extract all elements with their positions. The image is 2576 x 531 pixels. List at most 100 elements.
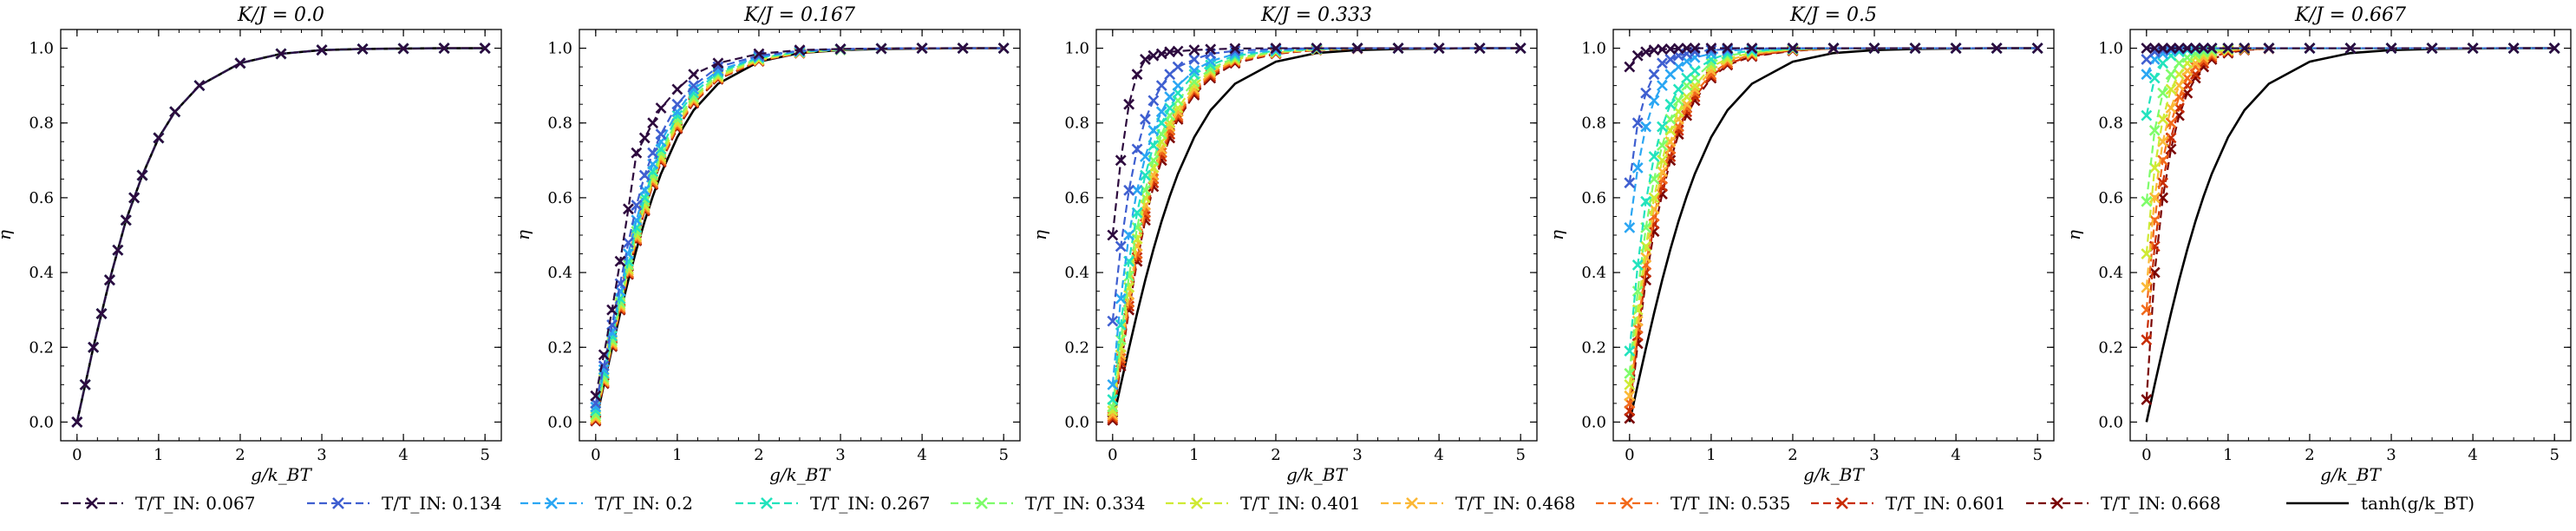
series-3 bbox=[1107, 43, 1527, 390]
data-point bbox=[1123, 270, 1135, 282]
data-point bbox=[2165, 43, 2177, 54]
legend-label: T/T_IN: 0.067 bbox=[135, 493, 255, 514]
data-point bbox=[88, 341, 100, 353]
series-line bbox=[75, 47, 486, 423]
x-tick-label: 0 bbox=[591, 446, 600, 464]
series-11 bbox=[75, 47, 486, 423]
y-tick-label: 0.6 bbox=[547, 189, 572, 207]
y-tick-label: 0.0 bbox=[1064, 413, 1089, 431]
data-point bbox=[688, 80, 700, 92]
axes-frame bbox=[1095, 29, 1538, 442]
series-line bbox=[2145, 47, 2555, 288]
data-point bbox=[1131, 69, 1143, 81]
x-tick-label: 0 bbox=[72, 446, 82, 464]
data-point bbox=[1172, 45, 1184, 57]
data-point bbox=[2141, 195, 2153, 207]
y-axis-label: η bbox=[0, 230, 15, 240]
series-line bbox=[2145, 47, 2555, 311]
legend-label: T/T_IN: 0.2 bbox=[595, 493, 693, 514]
x-axis-label: g/k_BT bbox=[1803, 464, 1865, 485]
data-point bbox=[2141, 248, 2153, 259]
legend-item-11: tanh(g/k_BT) bbox=[2286, 493, 2475, 514]
data-point bbox=[753, 48, 765, 60]
data-point bbox=[2141, 109, 2153, 121]
legend-item-3: T/T_IN: 0.2 bbox=[520, 493, 693, 514]
x-tick-label: 5 bbox=[998, 446, 1008, 464]
data-point bbox=[688, 69, 700, 81]
legend-marker bbox=[332, 497, 344, 509]
data-point bbox=[1123, 184, 1135, 196]
data-point bbox=[1107, 405, 1119, 416]
data-point bbox=[2304, 43, 2316, 54]
data-point bbox=[2157, 87, 2169, 99]
series-line bbox=[75, 47, 486, 423]
data-point bbox=[606, 318, 618, 331]
x-axis-label: g/k_BT bbox=[769, 464, 831, 485]
x-tick-label: 3 bbox=[1869, 446, 1879, 464]
data-point bbox=[2174, 43, 2185, 54]
panel-title: K/J = 0.5 bbox=[1789, 4, 1877, 26]
x-tick-label: 3 bbox=[317, 446, 326, 464]
y-tick-label: 0.8 bbox=[29, 115, 54, 133]
y-tick-label: 0.8 bbox=[1064, 115, 1089, 133]
data-point bbox=[638, 169, 651, 181]
series-8 bbox=[590, 43, 1010, 425]
data-point bbox=[671, 98, 683, 110]
y-tick-label: 0.6 bbox=[29, 189, 54, 207]
x-tick-label: 0 bbox=[2141, 446, 2151, 464]
data-point bbox=[316, 44, 328, 56]
data-point bbox=[1140, 113, 1151, 125]
data-point bbox=[1624, 61, 1636, 73]
legend-label: T/T_IN: 0.468 bbox=[1455, 493, 1575, 514]
series-6 bbox=[590, 43, 1010, 423]
data-point bbox=[647, 117, 659, 129]
panel-1: K/J = 0.0 0 1 2 3 4 5 0.0 0.2 0.4 0.6 0.8 1.0 g/k_BT η bbox=[0, 4, 502, 485]
x-tick-label: 2 bbox=[235, 446, 245, 464]
data-point bbox=[1107, 394, 1119, 406]
data-point bbox=[2148, 124, 2161, 136]
data-point bbox=[606, 304, 618, 316]
x-tick-label: 1 bbox=[1706, 446, 1716, 464]
data-point bbox=[1115, 154, 1127, 167]
data-point bbox=[1722, 43, 1734, 54]
x-tick-label: 4 bbox=[2468, 446, 2477, 464]
data-point bbox=[631, 147, 643, 159]
y-tick-label: 1.0 bbox=[29, 40, 54, 58]
x-tick-label: 1 bbox=[2223, 446, 2233, 464]
x-tick-label: 2 bbox=[1271, 446, 1280, 464]
series-7 bbox=[1107, 43, 1527, 421]
data-point bbox=[2165, 83, 2177, 95]
x-tick-label: 3 bbox=[1352, 446, 1362, 464]
data-point bbox=[2344, 43, 2357, 54]
legend-item-6: T/T_IN: 0.401 bbox=[1166, 493, 1360, 514]
data-point bbox=[2174, 69, 2185, 81]
data-point bbox=[1115, 240, 1127, 252]
legend-item-10: T/T_IN: 0.668 bbox=[2026, 493, 2220, 514]
y-tick-label: 0.2 bbox=[29, 338, 54, 357]
data-point bbox=[1140, 169, 1151, 181]
data-point bbox=[112, 244, 124, 256]
data-point bbox=[638, 132, 651, 144]
data-point bbox=[623, 237, 634, 249]
y-tick-label: 1.0 bbox=[2098, 40, 2123, 58]
data-point bbox=[1657, 57, 1668, 69]
panel-4: K/J = 0.5 0 1 2 3 4 5 0.0 0.2 0.4 0.6 0.8 1.0 g/k_BT η bbox=[1546, 4, 2055, 485]
data-point bbox=[2157, 43, 2169, 54]
data-point bbox=[1205, 43, 1217, 56]
data-point bbox=[1155, 48, 1167, 60]
legend-marker bbox=[2051, 497, 2063, 509]
legend-item-9: T/T_IN: 0.601 bbox=[1811, 493, 2005, 514]
data-point bbox=[1107, 229, 1119, 241]
plot-area bbox=[1624, 43, 2043, 424]
data-point bbox=[128, 192, 141, 204]
data-point bbox=[834, 43, 847, 55]
data-point bbox=[1123, 229, 1135, 241]
panel-title: K/J = 0.167 bbox=[743, 4, 855, 26]
series-2 bbox=[1107, 43, 1527, 327]
data-point bbox=[1631, 117, 1644, 129]
legend-label: T/T_IN: 0.535 bbox=[1670, 493, 1790, 514]
data-point bbox=[2198, 43, 2210, 54]
data-point bbox=[1624, 378, 1636, 390]
series-6 bbox=[2141, 43, 2560, 259]
x-tick-label: 3 bbox=[835, 446, 845, 464]
